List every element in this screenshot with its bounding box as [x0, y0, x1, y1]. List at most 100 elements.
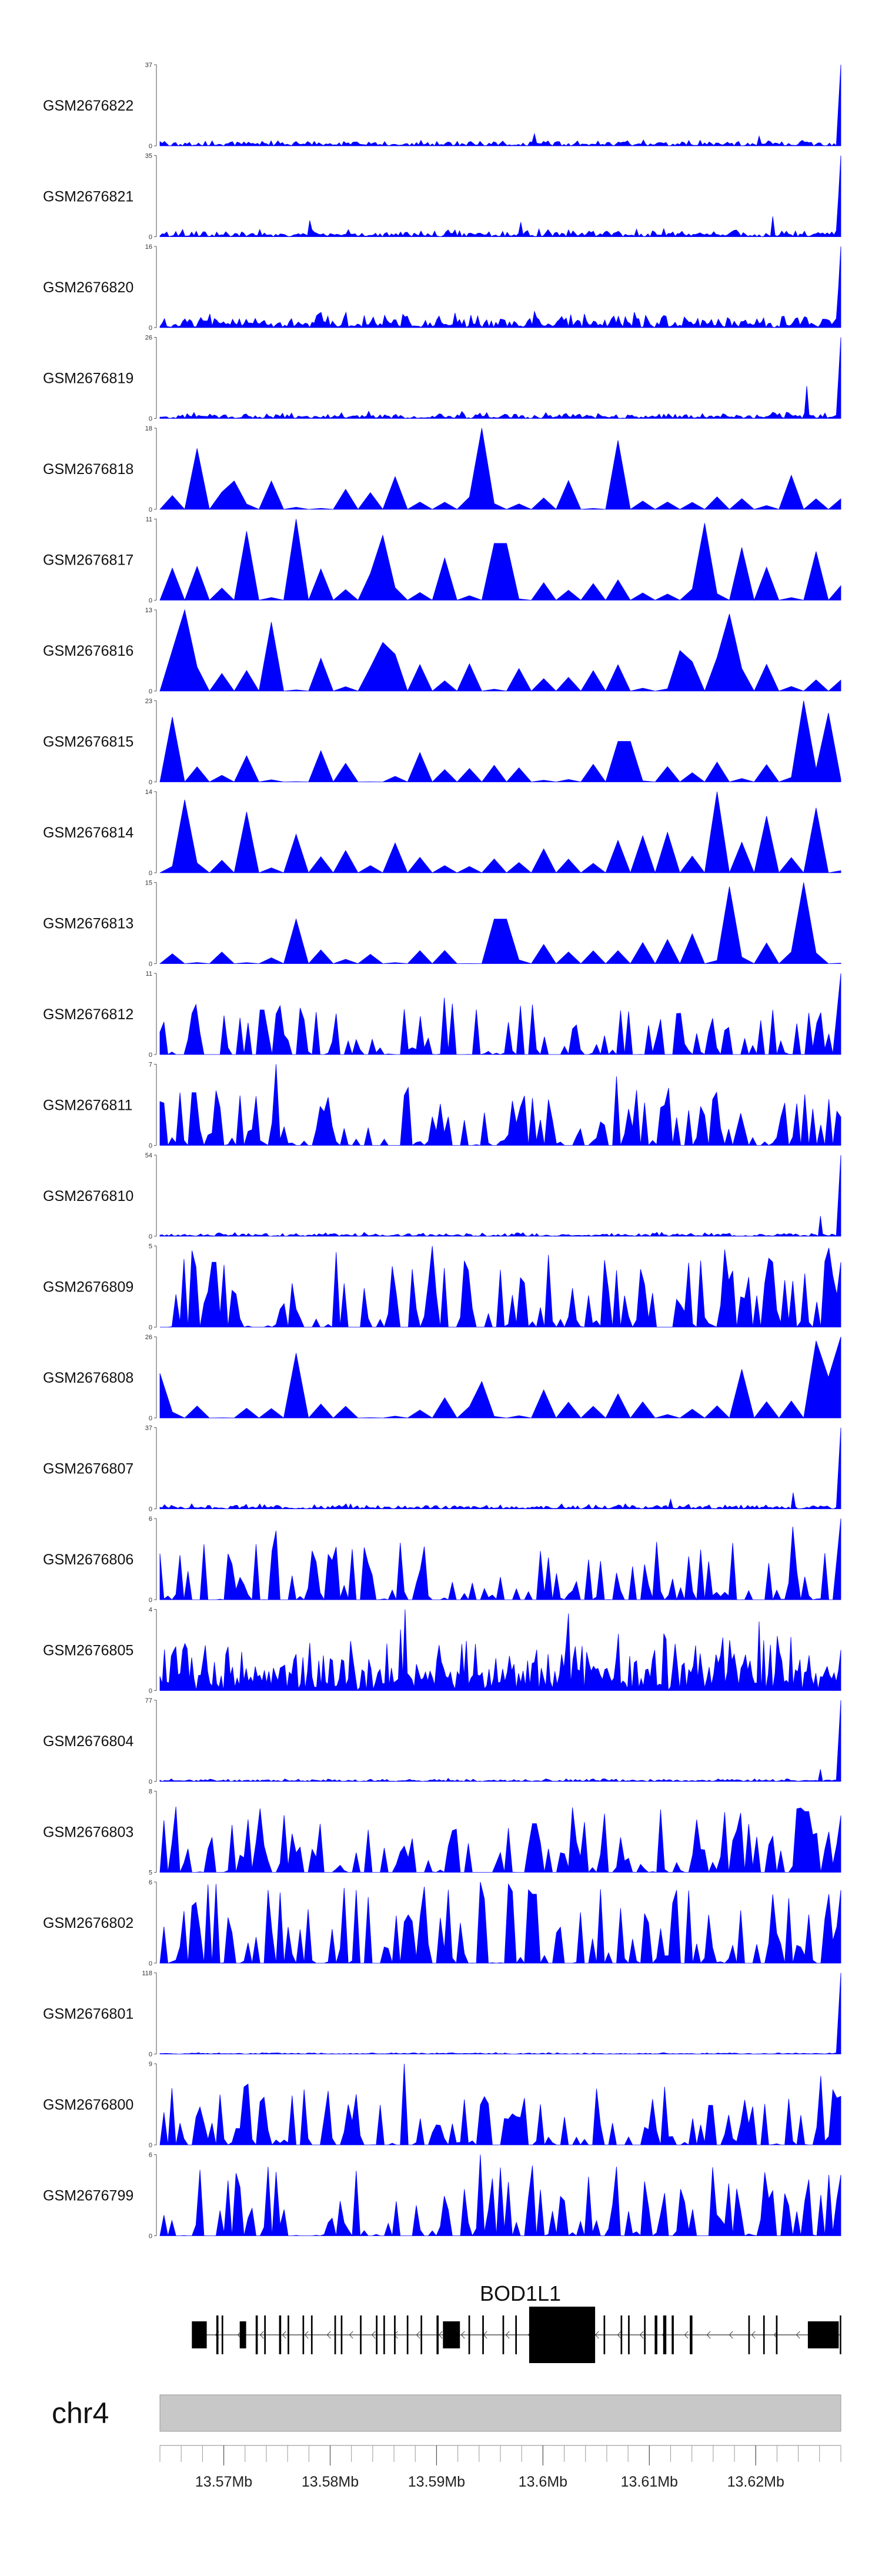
track-ymax-label: 11	[146, 516, 152, 523]
chromosome-band	[159, 2394, 841, 2432]
track-GSM2676819: GSM2676819 26 0	[43, 335, 841, 423]
coverage-area	[159, 428, 841, 510]
gene-exon	[644, 2315, 646, 2354]
track-ymin-label: 0	[149, 1506, 152, 1513]
track-ymin-label: 0	[149, 961, 152, 968]
coverage-area	[159, 700, 841, 783]
track-label: GSM2676815	[43, 734, 133, 750]
coverage-area	[159, 882, 841, 965]
gene-label: BOD1L1	[480, 2281, 561, 2305]
axis-tick-label: 13.62Mb	[727, 2474, 784, 2490]
track-label: GSM2676803	[43, 1824, 133, 1841]
gene-exon	[376, 2315, 377, 2354]
gene-exon	[763, 2315, 765, 2354]
track-GSM2676801: GSM2676801 118 0	[43, 1970, 841, 2058]
track-GSM2676808: GSM2676808 26 0	[43, 1334, 841, 1422]
track-label: GSM2676812	[43, 1006, 133, 1023]
track-GSM2676810: GSM2676810 54 0	[43, 1152, 841, 1240]
track-ymax-label: 37	[145, 1425, 152, 1432]
track-ymax-label: 5	[149, 1243, 152, 1250]
track-ymin-label: 0	[149, 779, 152, 786]
gene-exon	[216, 2315, 219, 2354]
track-GSM2676799: GSM2676799 6 0	[43, 2152, 841, 2240]
track-label: GSM2676811	[43, 1097, 132, 1114]
track-ymin-label: 0	[149, 1688, 152, 1695]
strand-arrow	[438, 2331, 443, 2339]
track-ymax-label: 11	[146, 970, 152, 977]
track-GSM2676802: GSM2676802 6 0	[43, 1879, 841, 1967]
track-GSM2676807: GSM2676807 37 0	[43, 1425, 841, 1513]
gene-exon	[654, 2315, 657, 2354]
track-GSM2676800: GSM2676800 9 0	[43, 2061, 841, 2149]
gene-exon	[406, 2315, 409, 2354]
gene-exon	[279, 2315, 282, 2354]
track-ymax-label: 7	[149, 1062, 152, 1069]
gene-exon	[776, 2315, 778, 2354]
track-ymin-label: 0	[149, 506, 152, 513]
strand-arrow	[706, 2331, 711, 2339]
track-label: GSM2676805	[43, 1643, 133, 1659]
strand-arrow	[505, 2331, 510, 2339]
track-ymin-label: 0	[149, 1143, 152, 1150]
coverage-area	[159, 1609, 841, 1691]
track-ymax-label: 23	[145, 698, 152, 705]
strand-arrow	[684, 2331, 689, 2339]
coverage-tracks: GSM2676822370GSM2676821350GSM2676820160G…	[43, 62, 841, 2240]
track-label: GSM2676819	[43, 371, 133, 387]
track-ymin-label: 0	[149, 688, 152, 695]
track-ymax-label: 4	[149, 1607, 152, 1614]
track-ymin-label: 0	[149, 1233, 152, 1240]
track-ymin-label: 0	[149, 870, 152, 877]
gene-exon	[239, 2321, 246, 2348]
gene-exon	[360, 2315, 362, 2354]
chromosome-ideogram: chr4	[52, 2394, 841, 2432]
track-label: GSM2676821	[43, 189, 133, 205]
track-label: GSM2676818	[43, 461, 133, 478]
gene-exon	[690, 2315, 693, 2354]
track-GSM2676804: GSM2676804 77 0	[43, 1697, 841, 1786]
gene-exon	[620, 2315, 623, 2354]
track-GSM2676806: GSM2676806 6 0	[43, 1516, 841, 1604]
track-ymax-label: 15	[145, 880, 152, 887]
coverage-area	[159, 1064, 841, 1146]
track-GSM2676817: GSM2676817 11 0	[43, 516, 841, 605]
axis-tick-label: 13.6Mb	[519, 2474, 567, 2490]
gene-exon	[628, 2315, 630, 2354]
track-label: GSM2676804	[43, 1733, 133, 1750]
track-GSM2676805: GSM2676805 4 0	[43, 1607, 841, 1695]
track-label: GSM2676822	[43, 98, 133, 114]
gene-exon	[394, 2315, 396, 2354]
gene-exon	[264, 2315, 266, 2354]
track-ymax-label: 26	[145, 335, 152, 342]
coverage-area	[160, 1246, 841, 1328]
track-ymax-label: 54	[145, 1152, 152, 1159]
gene-exon	[529, 2307, 596, 2363]
gene-exon	[468, 2315, 470, 2354]
track-label: GSM2676820	[43, 279, 133, 296]
gene-exon	[482, 2315, 484, 2354]
track-GSM2676813: GSM2676813 15 0	[43, 880, 841, 968]
axis-tick-label: 13.57Mb	[195, 2474, 252, 2490]
strand-arrow	[639, 2331, 644, 2339]
track-label: GSM2676807	[43, 1461, 133, 1477]
gene-exon	[443, 2321, 460, 2348]
track-label: GSM2676814	[43, 825, 133, 841]
coverage-area	[159, 2154, 841, 2237]
track-label: GSM2676810	[43, 1188, 133, 1204]
track-label: GSM2676800	[43, 2097, 133, 2113]
track-ymin-label: 0	[149, 234, 152, 241]
coverage-area	[159, 1336, 841, 1419]
strand-arrow	[304, 2331, 309, 2339]
strand-arrow	[282, 2331, 286, 2339]
track-label: GSM2676817	[43, 552, 133, 569]
track-GSM2676809: GSM2676809 5 0	[43, 1243, 841, 1332]
gene-exon	[334, 2315, 336, 2354]
track-GSM2676822: GSM2676822 37 0	[43, 62, 841, 150]
track-GSM2676803: GSM2676803 8 5	[43, 1788, 841, 1877]
track-ymin-label: 0	[149, 2051, 152, 2058]
track-GSM2676814: GSM2676814 14 0	[43, 789, 841, 877]
axis-tick-label: 13.61Mb	[621, 2474, 678, 2490]
track-ymin-label: 0	[149, 598, 152, 605]
gene-exon	[436, 2315, 439, 2354]
coverage-area	[159, 1806, 841, 1873]
